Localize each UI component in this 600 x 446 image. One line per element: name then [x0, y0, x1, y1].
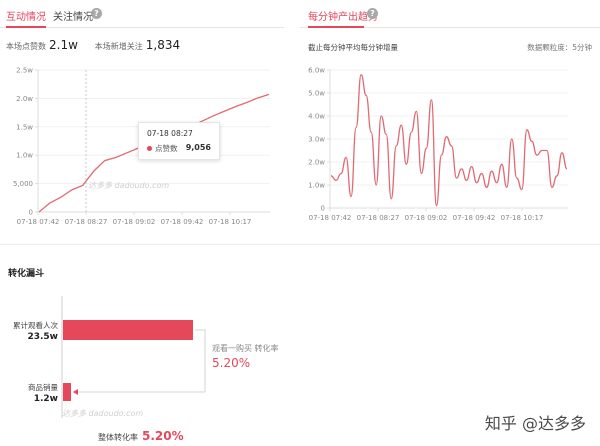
y-tick-label: 2.0w — [16, 95, 33, 103]
y-tick-label: 2.5w — [16, 67, 33, 75]
funnel-step-views-label: 累计观看人次 — [13, 321, 58, 330]
x-tick-label: 07-18 09:42 — [453, 214, 496, 222]
x-tick-label: 07-18 10:17 — [501, 214, 544, 222]
y-tick-label: 6.0w — [308, 67, 325, 75]
granularity-label: 数据颗粒度：5分钟 — [527, 43, 592, 52]
output-trend-panel: 每分钟产出趋势 ? 截止每分钟平均每分钟增量 数据颗粒度：5分钟 0 1.0w 2.… — [300, 0, 600, 232]
watermark-logo: 达多多 dadoudo.com — [62, 409, 144, 418]
per-minute-line-chart[interactable]: 0 1.0w 2.0w 3.0w 4.0w 5.0w 6.0w 07-18 07:42 07-1… — [300, 0, 600, 232]
tab-per-minute-trend[interactable]: 每分钟产出趋势 — [308, 12, 378, 23]
overall-conversion-value: 5.20% — [142, 429, 184, 443]
section-divider — [0, 244, 600, 245]
series-dot-icon — [147, 146, 152, 151]
conversion-value: 5.20% — [212, 356, 251, 370]
watermark-logo: 达多多 dadoudo.com — [88, 181, 170, 190]
y-tick-label: 5,000 — [13, 180, 33, 188]
x-tick-label: 07-18 08:27 — [65, 218, 108, 226]
help-icon[interactable]: ? — [367, 8, 378, 19]
tooltip-time: 07-18 08:27 — [147, 129, 193, 138]
active-tab-underline — [308, 26, 364, 28]
y-tick-label: 1.5w — [16, 123, 33, 131]
series-line — [330, 73, 568, 207]
conversion-label: 观看一购买 转化率 — [212, 344, 279, 353]
trend-tabs: 每分钟产出趋势 ? — [300, 0, 600, 28]
funnel-step-views-value: 23.5w — [27, 332, 58, 342]
chart-tooltip: 07-18 08:27 点赞数 9,056 — [138, 122, 220, 160]
y-tick-label: 3.0w — [308, 136, 325, 144]
funnel-step-sales-value: 1.2w — [33, 394, 58, 404]
stat-follows-label: 本场新增关注 — [94, 42, 143, 51]
interaction-panel: 互动情况 关注情况 ? 本场点赞数 2.1w 本场新增关注 1,834 0 5,000… — [0, 0, 284, 232]
y-tick-label: 1.0w — [308, 182, 325, 190]
y-tick-label: 5.0w — [308, 90, 325, 98]
tooltip-series: 点赞数 — [155, 144, 178, 153]
stat-likes-label: 本场点赞数 — [6, 42, 46, 51]
stat-follows-value: 1,834 — [145, 38, 181, 52]
overall-conversion: 整体转化率 5.20% — [98, 429, 184, 443]
tab-interaction[interactable]: 互动情况 — [6, 12, 46, 23]
funnel-bar-sales — [63, 383, 71, 401]
y-tick-label: 0 — [29, 209, 33, 217]
funnel-step-sales-label: 商品销量 — [28, 383, 58, 392]
stat-row: 本场点赞数 2.1w 本场新增关注 1,834 — [6, 38, 194, 52]
x-tick-label: 07-18 09:42 — [161, 218, 204, 226]
tooltip-value: 9,056 — [185, 143, 211, 152]
x-tick-label: 07-18 07:42 — [309, 214, 352, 222]
help-icon[interactable]: ? — [91, 8, 102, 19]
funnel-bar-views — [63, 320, 193, 340]
likes-line-chart[interactable]: 0 5,000 1.0w 1.5w 2.0w 2.5w 07-18 07:42 07-18 0… — [0, 0, 284, 232]
x-tick-label: 07-18 09:02 — [405, 214, 448, 222]
active-tab-underline — [6, 26, 46, 28]
funnel-connector — [77, 329, 206, 393]
y-tick-label: 4.0w — [308, 113, 325, 121]
y-tick-label: 2.0w — [308, 159, 325, 167]
tab-follow[interactable]: 关注情况 — [53, 12, 93, 23]
y-tick-label: 0 — [321, 205, 325, 213]
x-tick-label: 07-18 08:27 — [357, 214, 400, 222]
x-tick-label: 07-18 10:17 — [209, 218, 252, 226]
stat-likes-value: 2.1w — [49, 38, 78, 52]
funnel-title: 转化漏斗 — [8, 269, 45, 279]
zhihu-credit: 知乎 @达多多 — [484, 414, 586, 433]
overall-conversion-label: 整体转化率 — [98, 433, 138, 442]
y-tick-label: 1.0w — [16, 152, 33, 160]
arrow-left-icon — [73, 389, 78, 395]
trend-subtitle: 截止每分钟平均每分钟增量 — [308, 43, 398, 52]
x-tick-label: 07-18 09:02 — [113, 218, 156, 226]
x-tick-label: 07-18 07:42 — [17, 218, 60, 226]
interaction-tabs: 互动情况 关注情况 ? — [0, 0, 284, 28]
